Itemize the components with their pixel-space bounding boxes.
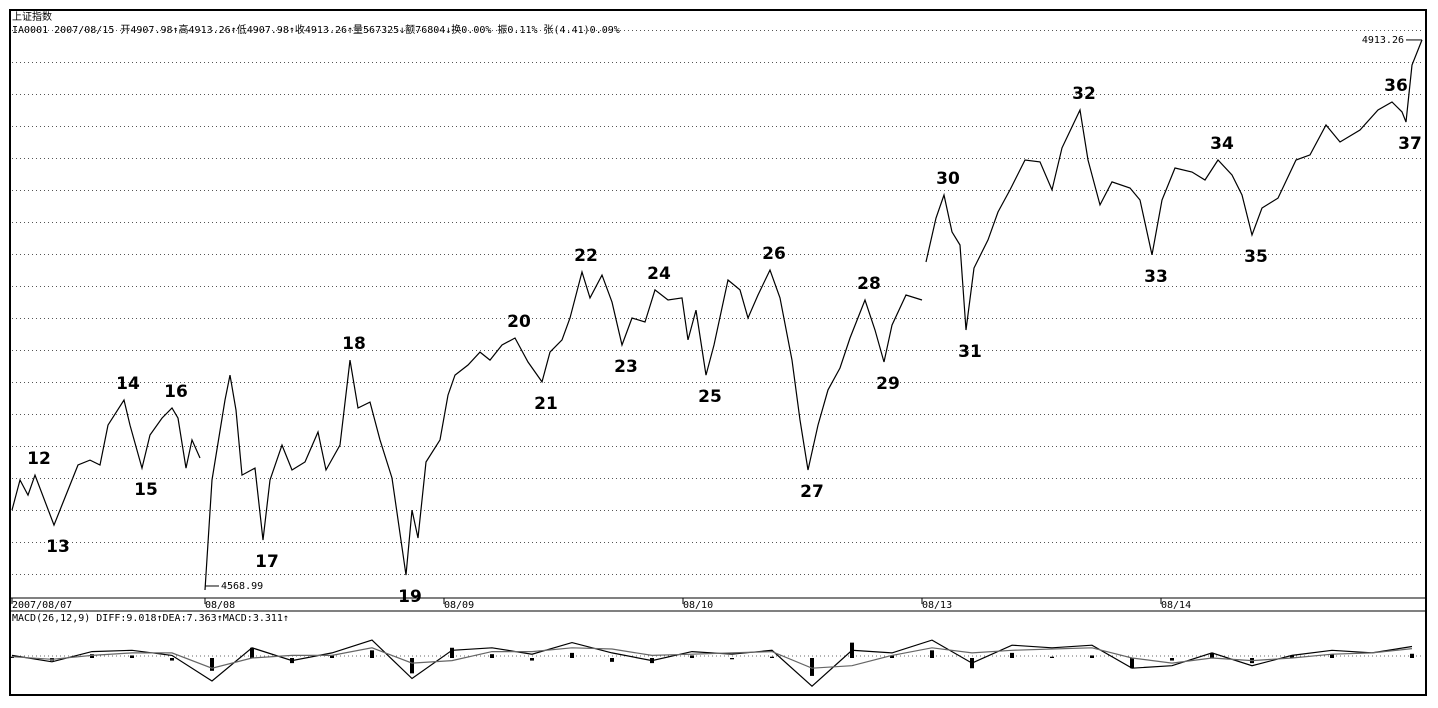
macd-bar (490, 654, 494, 658)
macd-bar (690, 655, 694, 658)
macd-bar (530, 658, 534, 661)
title: 上证指数 (12, 10, 52, 23)
macd-bar (890, 655, 894, 658)
grid (12, 30, 1424, 590)
macd-bar (210, 658, 214, 671)
macd-bar (1290, 655, 1294, 658)
macd-bar (1330, 654, 1334, 658)
macd-bar (250, 647, 254, 658)
x-tick-label: 08/14 (1161, 600, 1191, 611)
wave-label: 17 (255, 552, 279, 572)
macd-bar (570, 652, 574, 658)
macd-bar (450, 647, 454, 658)
macd-bar (770, 656, 774, 658)
wave-label: 31 (958, 342, 982, 362)
wave-label: 16 (164, 382, 188, 402)
macd-bar (1010, 652, 1014, 658)
wave-label: 22 (574, 246, 598, 266)
x-tick-label: 08/10 (683, 600, 713, 611)
macd-bar (130, 655, 134, 658)
macd-bar (1170, 658, 1174, 661)
x-tick-label: 08/13 (922, 600, 952, 611)
wave-label: 14 (116, 374, 140, 394)
x-tick-label: 08/08 (205, 600, 235, 611)
macd-bar (1050, 656, 1054, 658)
wave-label: 15 (134, 480, 158, 500)
diff-line (11, 639, 1413, 688)
wave-label: 33 (1144, 267, 1168, 287)
wave-label: 25 (698, 387, 722, 407)
wave-label: 24 (647, 264, 671, 284)
min-label: 4568.99 (221, 581, 263, 592)
wave-label: 12 (27, 449, 51, 469)
wave-label: 20 (507, 312, 531, 332)
macd-bar (170, 658, 174, 661)
macd-bar (90, 654, 94, 658)
wave-label: 21 (534, 394, 558, 414)
macd-bar (1410, 653, 1414, 658)
wave-label: 26 (762, 244, 786, 264)
macd-bar (1130, 658, 1134, 669)
x-tick-label: 2007/08/07 (12, 600, 72, 611)
macd-bar (10, 656, 14, 658)
wave-label: 28 (857, 274, 881, 294)
max-label: 4913.26 (1362, 35, 1404, 46)
wave-label: 18 (342, 334, 366, 354)
dea-line (11, 647, 1413, 669)
wave-label: 23 (614, 357, 638, 377)
macd-bar (810, 658, 814, 676)
wave-label: 35 (1244, 247, 1268, 267)
wave-label: 30 (936, 169, 960, 189)
info: IA0001 2007/08/15 开4907.98↑高4913.26↑低490… (12, 23, 620, 36)
wave-label: 36 (1384, 76, 1408, 96)
wave-label: 29 (876, 374, 900, 394)
wave-label: 37 (1398, 134, 1422, 154)
macd-bar (610, 658, 614, 662)
wave-label: 27 (800, 482, 824, 502)
wave-label: 19 (398, 587, 422, 607)
macd-bar (930, 650, 934, 658)
macd-bar (330, 655, 334, 658)
wave-label: 13 (46, 537, 70, 557)
price-line (11, 39, 1423, 591)
macd-bar (1090, 655, 1094, 658)
x-tick-label: 08/09 (444, 600, 474, 611)
macd-bar (370, 650, 374, 658)
wave-label: 32 (1072, 84, 1096, 104)
macd-bar (730, 658, 734, 660)
macd-bar (1210, 652, 1214, 658)
macd-title: MACD(26,12,9) DIFF:9.018↑DEA:7.363↑MACD:… (12, 613, 289, 624)
macd-bar (410, 658, 414, 674)
wave-label: 34 (1210, 134, 1234, 154)
